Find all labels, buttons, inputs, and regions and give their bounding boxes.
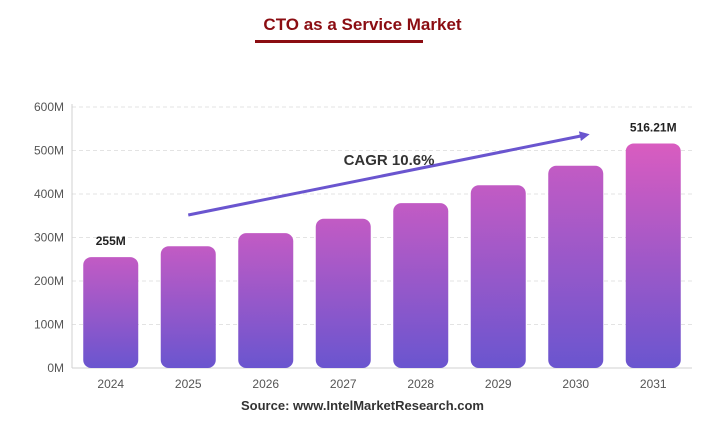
data-label: 516.21M [630, 120, 677, 134]
y-tick-label: 100M [34, 318, 64, 332]
y-tick-label: 400M [34, 187, 64, 201]
bar-2031 [625, 143, 681, 368]
bar-2026 [238, 233, 294, 368]
x-tick-label: 2025 [175, 377, 202, 391]
cagr-label: CAGR 10.6% [344, 152, 435, 169]
bar-2024 [83, 257, 139, 368]
x-tick-label: 2031 [640, 377, 667, 391]
cagr-annotation: CAGR 10.6% [187, 131, 590, 217]
chart-title: CTO as a Service Market [263, 15, 462, 34]
y-tick-label: 0M [47, 361, 64, 375]
x-tick-label: 2029 [485, 377, 512, 391]
bars [83, 143, 681, 368]
bar-2029 [470, 185, 526, 368]
x-tick-label: 2026 [252, 377, 279, 391]
y-tick-label: 300M [34, 231, 64, 245]
bar-2027 [315, 218, 371, 368]
grid-lines [72, 106, 692, 325]
x-tick-label: 2028 [407, 377, 434, 391]
source-note: Source: www.IntelMarketResearch.com [241, 398, 484, 413]
bar-2030 [548, 165, 604, 368]
bar-2028 [393, 203, 449, 368]
data-labels: 255M 516.21M [96, 120, 677, 248]
y-tick-label: 600M [34, 100, 64, 114]
x-tick-label: 2027 [330, 377, 357, 391]
cagr-arrow [187, 131, 590, 217]
title-underline [255, 40, 423, 43]
data-label: 255M [96, 234, 126, 248]
x-tick-label: 2030 [562, 377, 589, 391]
bar-2025 [160, 246, 216, 368]
x-tick-label: 2024 [97, 377, 124, 391]
y-tick-label: 500M [34, 144, 64, 158]
y-tick-label: 200M [34, 274, 64, 288]
